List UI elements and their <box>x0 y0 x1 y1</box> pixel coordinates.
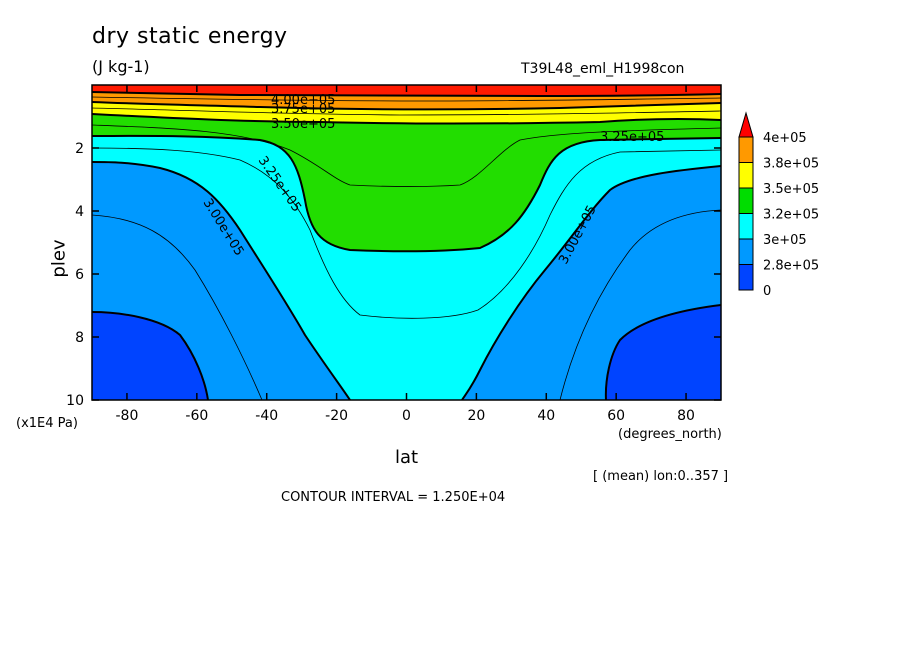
contour-line-325 <box>92 134 721 253</box>
y-tick-label: 6 <box>75 267 84 283</box>
y-tick-label: 8 <box>75 330 84 346</box>
x-axis: -80 -60 -40 -20 0 20 40 60 80 <box>116 85 695 424</box>
band-green <box>92 85 721 252</box>
legend-swatch <box>738 213 754 240</box>
contour-line-350 <box>92 113 721 125</box>
experiment-name: T39L48_eml_H1998con <box>521 61 685 77</box>
x-tick-label: 60 <box>607 408 625 424</box>
x-tick-label: 0 <box>402 408 411 424</box>
contour-thin-2 <box>559 209 721 400</box>
x-tick-label: -20 <box>325 408 348 424</box>
filled-contours <box>92 85 721 400</box>
x-tick-label: -80 <box>116 408 139 424</box>
x-tick-label: -60 <box>185 408 208 424</box>
legend-label: 4e+05 <box>763 131 807 146</box>
contour-thin-1 <box>92 214 263 400</box>
chart-units: (J kg-1) <box>92 57 150 76</box>
x-axis-label: lat <box>395 447 419 468</box>
y-tick-label: 10 <box>66 393 84 409</box>
contour-line-287-right <box>604 304 721 400</box>
contour-line-287-left <box>92 311 209 400</box>
contour-thin-3 <box>92 147 721 319</box>
contour-thin-4 <box>92 124 721 187</box>
legend-swatch <box>738 187 754 214</box>
contour-line-300 <box>92 161 351 400</box>
x-tick-label: -40 <box>255 408 278 424</box>
contour-label-375: 3.75e+05 <box>271 102 335 117</box>
legend-label: 3.8e+05 <box>763 157 819 172</box>
y-tick-label: 4 <box>75 204 84 220</box>
contour-thin-5 <box>92 107 721 116</box>
contour-label-350: 3.50e+05 <box>271 117 335 132</box>
legend-swatch <box>738 162 754 189</box>
y-axis-units: (x1E4 Pa) <box>16 416 78 431</box>
legend-swatch <box>738 238 754 265</box>
legend-label: 3.2e+05 <box>763 208 819 223</box>
legend-label: 2.8e+05 <box>763 259 819 274</box>
x-tick-label: 80 <box>677 408 695 424</box>
y-axis: 2 4 6 8 10 <box>66 141 721 409</box>
legend-swatch <box>738 136 754 163</box>
contour-label-325-right: 3.25e+05 <box>600 130 664 145</box>
legend-label: 0 <box>763 284 771 299</box>
contour-thin-6 <box>92 96 721 102</box>
contour-line-300-right <box>461 165 721 400</box>
legend-label: 3e+05 <box>763 233 807 248</box>
contour-line-375 <box>92 101 721 111</box>
contour-label-400: 4.00e+05 <box>271 93 335 108</box>
color-legend: 4e+05 3.8e+05 3.5e+05 3.2e+05 3e+05 2.8e+05 0 <box>738 111 819 299</box>
legend-swatch <box>738 264 754 291</box>
mean-note: [ (mean) lon:0..357 ] <box>593 469 729 484</box>
x-tick-label: 40 <box>537 408 555 424</box>
legend-label: 3.5e+05 <box>763 182 819 197</box>
contour-interval: CONTOUR INTERVAL = 1.250E+04 <box>281 490 506 505</box>
legend-swatch <box>738 111 754 138</box>
y-tick-label: 2 <box>75 141 84 157</box>
x-axis-units: (degrees_north) <box>618 427 722 442</box>
chart-title: dry static energy <box>92 24 288 49</box>
x-tick-label: 20 <box>467 408 485 424</box>
contour-line-400 <box>92 91 721 98</box>
